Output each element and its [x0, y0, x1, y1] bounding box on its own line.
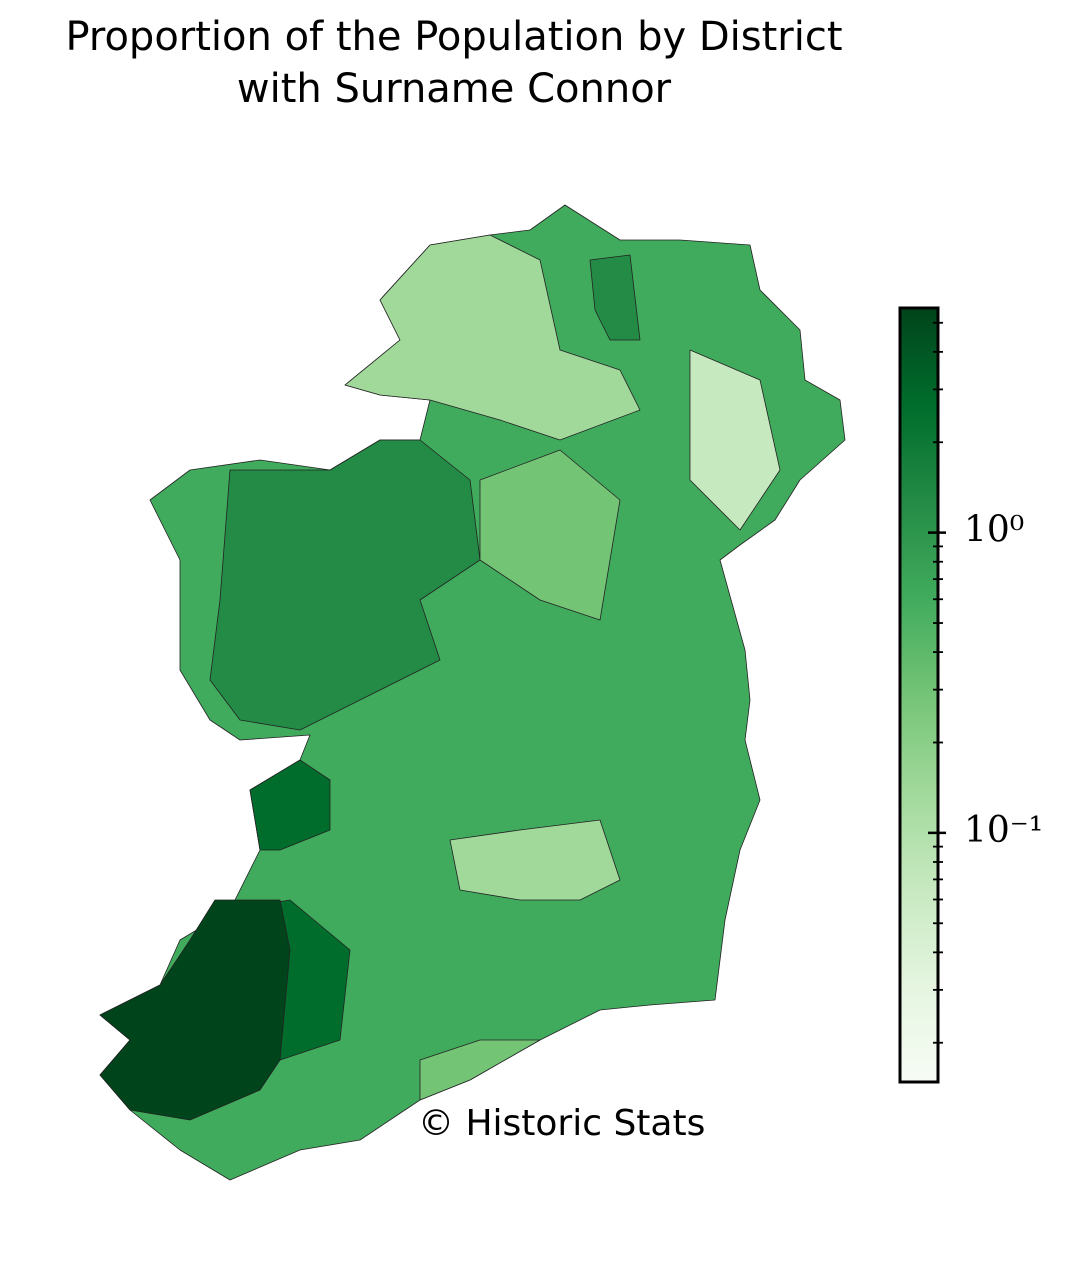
region — [419, 1039, 541, 1101]
region — [344, 234, 641, 441]
region — [249, 759, 331, 851]
region — [449, 819, 621, 901]
colorbar-body — [898, 306, 940, 1084]
tick-label: 10⁻¹ — [964, 810, 1043, 851]
map — [99, 204, 846, 1181]
region — [99, 899, 291, 1121]
region — [589, 254, 641, 341]
title-line: with Surname Connor — [237, 66, 672, 112]
tick-label: 10⁰ — [964, 510, 1024, 551]
region — [209, 439, 481, 731]
colorbar — [898, 306, 946, 1084]
region — [689, 349, 781, 531]
region — [479, 449, 621, 621]
title-line: Proportion of the Population by District — [65, 14, 842, 60]
annotation: © Historic Stats — [418, 1103, 705, 1144]
